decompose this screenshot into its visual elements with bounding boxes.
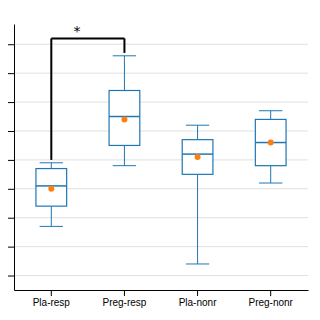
mean-marker: [121, 116, 127, 122]
y-tick-mark: [8, 189, 14, 190]
whisker-cap: [186, 263, 209, 264]
mean-marker: [48, 186, 54, 192]
y-tick: [8, 44, 14, 45]
box: [36, 163, 67, 227]
y-tick: [8, 276, 14, 277]
box: [182, 125, 213, 264]
box-body: [182, 140, 213, 175]
whisker-cap: [113, 55, 136, 56]
chart: Pla-resp Preg-resp Pla-nonr Preg-nonr *: [0, 0, 320, 320]
box-body: [109, 91, 140, 146]
y-tick-mark: [8, 73, 14, 74]
y-tick-mark: [8, 102, 14, 103]
x-tick-label: Pla-resp: [33, 297, 71, 308]
marks: [36, 38, 286, 264]
whisker: [124, 145, 125, 165]
box: [109, 56, 140, 166]
x-tick: Preg-resp: [102, 290, 146, 308]
plot: Pla-resp Preg-resp Pla-nonr Preg-nonr *: [8, 23, 309, 308]
grid-line: [14, 275, 308, 276]
x-axis-line: [15, 290, 309, 291]
whisker-cap: [40, 226, 63, 227]
whisker: [51, 206, 52, 226]
annotation: *: [73, 23, 80, 39]
x-tick-mark: [197, 290, 198, 296]
y-tick: [8, 131, 14, 132]
grid-line: [14, 102, 308, 103]
whisker-cap: [113, 165, 136, 166]
y-axis-line: [14, 25, 15, 291]
whisker-cap: [186, 125, 209, 126]
y-tick: [8, 102, 14, 103]
y-tick: [8, 160, 14, 161]
grid: [14, 44, 308, 275]
x-tick: Pla-resp: [33, 290, 71, 308]
grid-line: [14, 246, 308, 247]
whisker-cap: [259, 110, 282, 111]
y-tick-mark: [8, 276, 14, 277]
y-tick: [8, 218, 14, 219]
mean-marker: [268, 140, 274, 146]
x-tick-mark: [124, 290, 125, 296]
box: [255, 111, 286, 183]
y-tick-mark: [8, 44, 14, 45]
x-tick-label: Preg-nonr: [248, 297, 293, 308]
y-axis: [8, 25, 15, 291]
whisker: [270, 111, 271, 120]
x-tick-mark: [51, 290, 52, 296]
whisker-cap: [40, 162, 63, 163]
x-tick: Preg-nonr: [248, 290, 293, 308]
grid-line: [14, 73, 308, 74]
y-tick: [8, 189, 14, 190]
sig-bracket: [51, 38, 124, 159]
whisker: [51, 163, 52, 169]
y-tick-mark: [8, 218, 14, 219]
y-tick-mark: [8, 131, 14, 132]
y-tick: [8, 73, 14, 74]
x-tick-label: Preg-resp: [102, 297, 146, 308]
grid-line: [14, 44, 308, 45]
whisker: [197, 174, 198, 264]
grid-line: [14, 217, 308, 218]
y-tick-mark: [8, 247, 14, 248]
bracket-left: [50, 38, 52, 159]
whisker: [197, 125, 198, 139]
whisker: [124, 56, 125, 91]
mean-marker: [195, 154, 201, 160]
box-body: [255, 119, 286, 165]
x-axis: Pla-resp Preg-resp Pla-nonr Preg-nonr: [15, 290, 309, 308]
x-tick-label: Pla-nonr: [179, 297, 217, 308]
box-body: [36, 169, 67, 207]
whisker-cap: [259, 183, 282, 184]
whisker: [270, 166, 271, 183]
y-tick: [8, 247, 14, 248]
bracket-right: [123, 38, 125, 52]
x-tick-mark: [270, 290, 271, 296]
x-tick: Pla-nonr: [179, 290, 217, 308]
y-tick-mark: [8, 160, 14, 161]
bracket-top: [51, 37, 124, 39]
